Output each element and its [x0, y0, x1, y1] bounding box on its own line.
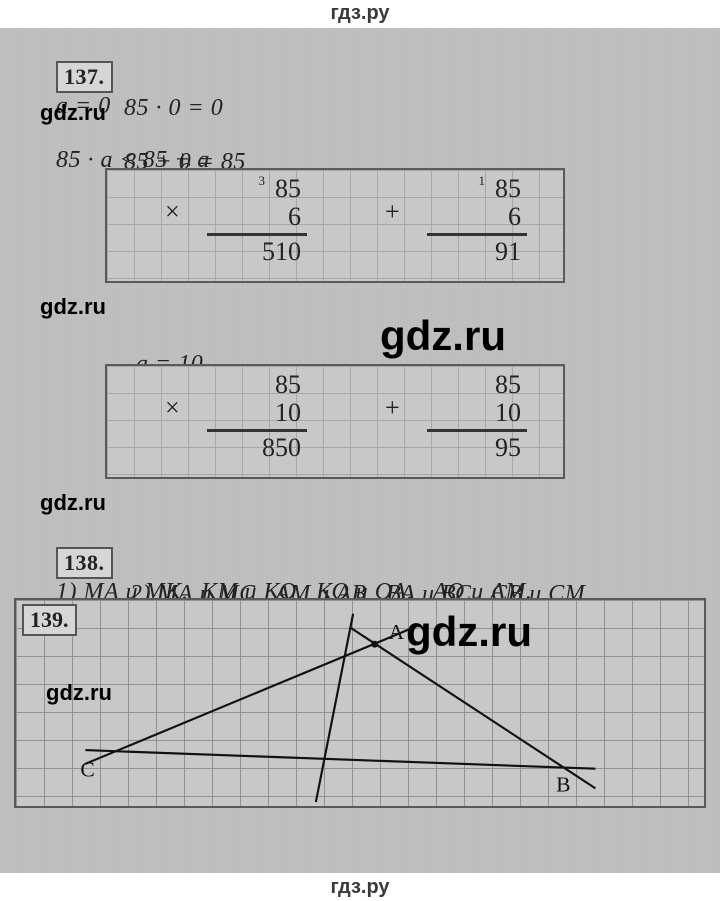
calc-line — [207, 429, 307, 432]
watermark-large: gdz.ru — [406, 608, 532, 656]
carry: 1 — [479, 167, 486, 195]
calcbox-a10: × 85 10 850 + 85 10 95 — [105, 364, 565, 479]
calc-add-bot: 10 — [367, 399, 527, 427]
watermark: gdz.ru — [40, 294, 106, 320]
line-CB — [85, 750, 595, 769]
p137-a0-mul: 85 · 0 = 0 — [124, 95, 223, 121]
site-header: гдз.ру — [0, 2, 720, 25]
panel-139: 139. A B C gdz.ru gdz.ru — [14, 598, 706, 808]
calc-mul-top: 3 85 — [147, 175, 307, 203]
calc-line — [427, 429, 527, 432]
calc-mul-bot: 6 — [147, 203, 307, 231]
calc-line — [427, 233, 527, 236]
calc-add-a10: + 85 10 95 — [367, 371, 527, 462]
watermark: gdz.ru — [40, 100, 106, 126]
calc-add-res: 95 — [367, 434, 527, 462]
watermark: gdz.ru — [40, 490, 106, 516]
calc-line — [207, 233, 307, 236]
line-through-A — [316, 614, 353, 802]
calc-mul-a6: × 3 85 6 510 — [147, 175, 307, 266]
line-CA — [85, 629, 409, 763]
calc-add-res: 91 — [367, 238, 527, 266]
calc-mul-top: 85 — [147, 371, 307, 399]
calc-mul-res: 510 — [147, 238, 307, 266]
triangle-svg: A B C — [16, 600, 704, 806]
label-C: C — [80, 758, 94, 782]
watermark: gdz.ru — [46, 680, 112, 706]
point-A-dot — [371, 641, 378, 648]
site-footer: гдз.ру — [0, 876, 720, 899]
calc-mul-res: 850 — [147, 434, 307, 462]
calc-mul-bot: 10 — [147, 399, 307, 427]
watermark-large: gdz.ru — [380, 312, 506, 360]
calcbox-a6: × 3 85 6 510 + 1 85 6 91 — [105, 168, 565, 283]
calc-mul-a10: × 85 10 850 — [147, 371, 307, 462]
carry: 3 — [259, 167, 266, 195]
calc-add-top: 85 — [367, 371, 527, 399]
content: 137. a = 0 85 · a < 85 + a 85 · 0 = 0 85… — [10, 30, 710, 871]
calc-add-bot: 6 — [367, 203, 527, 231]
calc-add-a6: + 1 85 6 91 — [367, 175, 527, 266]
label-B: B — [556, 772, 570, 796]
calc-add-top: 1 85 — [367, 175, 527, 203]
label-A: A — [388, 620, 404, 644]
